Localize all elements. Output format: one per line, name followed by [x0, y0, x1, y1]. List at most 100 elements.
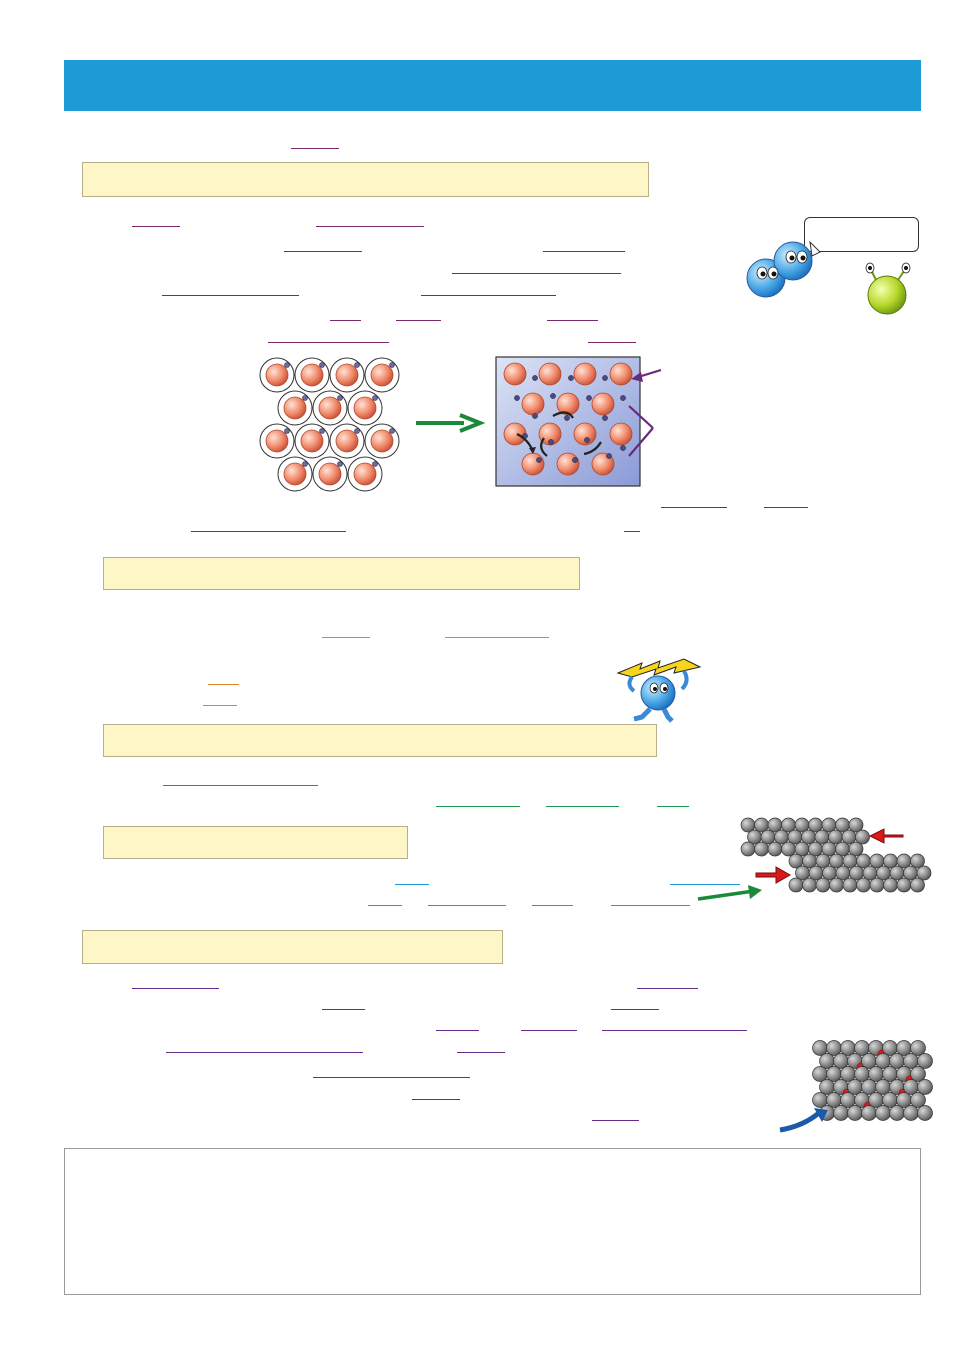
blank-line[interactable]	[268, 342, 389, 343]
blank-line[interactable]	[313, 1077, 470, 1078]
metal-atom	[829, 877, 844, 893]
notes-box[interactable]	[64, 1148, 921, 1295]
alloy-atom	[812, 1092, 828, 1108]
alloy-atom	[868, 1092, 884, 1108]
alloy-atom	[917, 1105, 933, 1121]
blank-line[interactable]	[436, 1030, 479, 1031]
metal-ion	[503, 362, 527, 386]
alloy-atom	[882, 1066, 898, 1082]
blank-line[interactable]	[657, 806, 689, 807]
metal-atom	[856, 877, 871, 893]
blank-line[interactable]	[368, 905, 402, 906]
metal-atom	[740, 841, 756, 857]
electron	[586, 395, 592, 401]
blank-line[interactable]	[162, 295, 299, 296]
electron	[354, 428, 360, 434]
electron	[389, 428, 395, 434]
metal-ion	[521, 452, 545, 476]
electron	[620, 445, 626, 451]
section-box-1[interactable]	[82, 162, 649, 197]
blank-line[interactable]	[395, 884, 429, 885]
alloy-atom	[861, 1053, 877, 1069]
alloy-atom	[875, 1105, 891, 1121]
metal-atom	[896, 877, 912, 893]
alloy-atom	[833, 1053, 849, 1069]
blank-line[interactable]	[316, 226, 424, 227]
metal-atom	[855, 829, 870, 845]
blank-line[interactable]	[661, 507, 727, 508]
electron	[372, 395, 378, 401]
blank-line[interactable]	[330, 320, 361, 321]
blank-line[interactable]	[532, 905, 573, 906]
blank-line[interactable]	[191, 531, 346, 532]
blank-line[interactable]	[284, 251, 362, 252]
blank-line[interactable]	[543, 251, 625, 252]
alloy-atom	[840, 1092, 856, 1108]
blank-line[interactable]	[291, 148, 339, 149]
alloy-atom	[847, 1105, 863, 1121]
alloy-atom	[861, 1079, 877, 1095]
blank-line[interactable]	[132, 988, 219, 989]
electron-sea-icon	[495, 356, 662, 487]
alloy-atom	[833, 1105, 849, 1121]
blank-line[interactable]	[428, 905, 506, 906]
electron	[572, 457, 578, 463]
electron	[606, 453, 612, 459]
blank-line[interactable]	[452, 273, 621, 274]
electron	[302, 461, 308, 467]
blank-line[interactable]	[670, 884, 740, 885]
metal-ion	[609, 422, 633, 446]
electron	[372, 461, 378, 467]
blank-line[interactable]	[436, 806, 520, 807]
section-box-4[interactable]	[103, 826, 408, 859]
blank-line[interactable]	[546, 806, 619, 807]
electron	[337, 395, 343, 401]
alloy-atom	[903, 1053, 919, 1069]
metal-atom	[883, 877, 898, 893]
metal-ion	[556, 392, 580, 416]
section-box-3[interactable]	[103, 724, 657, 757]
blank-line[interactable]	[611, 905, 690, 906]
blank-line[interactable]	[132, 226, 180, 227]
metal-ion	[300, 363, 324, 387]
alloy-atom	[910, 1040, 926, 1056]
metal-atom	[781, 841, 796, 857]
blank-line[interactable]	[764, 507, 808, 508]
green-arrow-icon	[416, 413, 486, 433]
blank-line[interactable]	[166, 1052, 363, 1053]
alloy-atom	[896, 1092, 912, 1108]
blank-line[interactable]	[624, 531, 640, 532]
blank-line[interactable]	[602, 1030, 747, 1031]
blank-line[interactable]	[547, 320, 598, 321]
alloy-atom	[868, 1066, 884, 1082]
blank-line[interactable]	[203, 705, 237, 706]
alloy-atom	[875, 1053, 891, 1069]
metal-ion	[283, 396, 307, 420]
section-box-5[interactable]	[82, 930, 503, 964]
metal-ion	[318, 396, 342, 420]
blank-line[interactable]	[412, 1099, 460, 1100]
blank-line[interactable]	[163, 785, 318, 786]
metal-ion	[609, 362, 633, 386]
section-box-2[interactable]	[103, 557, 580, 590]
alloy-atom	[819, 1053, 835, 1069]
header-banner	[64, 60, 921, 111]
electron	[319, 362, 325, 368]
metal-ion	[300, 429, 324, 453]
blank-line[interactable]	[322, 1009, 365, 1010]
blank-line[interactable]	[637, 988, 698, 989]
blank-line[interactable]	[592, 1120, 639, 1121]
blank-line[interactable]	[457, 1052, 505, 1053]
blank-line[interactable]	[588, 342, 636, 343]
metal-ion	[370, 363, 394, 387]
blank-line[interactable]	[521, 1030, 577, 1031]
blank-line[interactable]	[421, 295, 556, 296]
metal-ion	[521, 392, 545, 416]
blank-line[interactable]	[322, 637, 370, 638]
blank-line[interactable]	[611, 1009, 659, 1010]
blank-line[interactable]	[208, 684, 239, 685]
blank-line[interactable]	[445, 637, 549, 638]
metal-ion	[265, 363, 289, 387]
blank-line[interactable]	[396, 320, 441, 321]
alloy-atom	[910, 1092, 926, 1108]
